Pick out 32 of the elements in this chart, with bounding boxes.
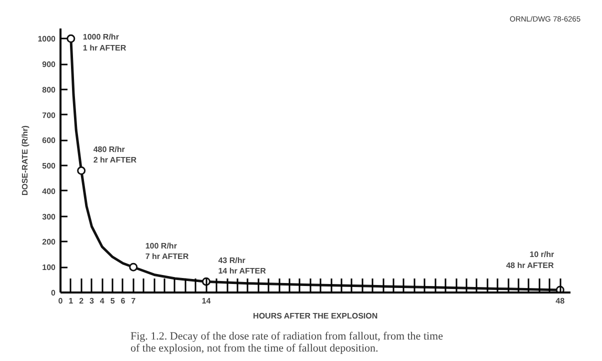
x-tick-label: 5 [110,296,116,306]
x-tick-label: 48 [556,296,566,306]
annotation: 10 r/hr 48 hr AFTER [506,250,554,270]
y-tick-label: 200 [42,238,56,247]
y-tick-label: 700 [42,110,56,120]
annotation: 1000 R/hr 1 hr AFTER [82,32,126,52]
point [77,166,86,175]
y-tick-label: 600 [42,136,56,146]
x-tick-label: 1 [68,296,74,306]
x-tick-label: 2 [79,296,84,306]
y-axis-title: DOSE-RATE (R/hr) [20,125,30,196]
x-tick-label: 3 [90,296,94,306]
point [129,262,138,272]
y-tick-label: 1000 [38,34,56,44]
y-tick-label: 800 [42,85,56,94]
y-tick-label: 0 [51,288,56,298]
x-tick-label: 14 [202,296,212,306]
y-tick-label: 100 [42,263,56,272]
x-tick-label: 4 [100,296,105,306]
y-tick-label: 300 [42,212,56,222]
x-tick-label: 7 [131,296,136,306]
text: Fig. 1.2. Decay of the dose rate of radiation from fallout, from the time of the explosion, not from the time of fallout deposition. [130,330,444,354]
y-tick-label: 900 [42,60,56,70]
y-tick-label: 400 [42,186,56,196]
x-axis-title: HOURS AFTER THE EXPLOSION [253,312,378,320]
point [66,34,76,43]
annotation: 480 R/hr 2 hr AFTER [93,144,137,165]
annotation: 100 R/hr 7 hr AFTER [145,241,189,262]
y-tick-label: 500 [42,162,56,171]
annotation: 43 R/hr 14 hr AFTER [218,256,266,276]
x-tick-label: 6 [120,296,126,306]
x-tick-label: 0 [58,296,64,306]
